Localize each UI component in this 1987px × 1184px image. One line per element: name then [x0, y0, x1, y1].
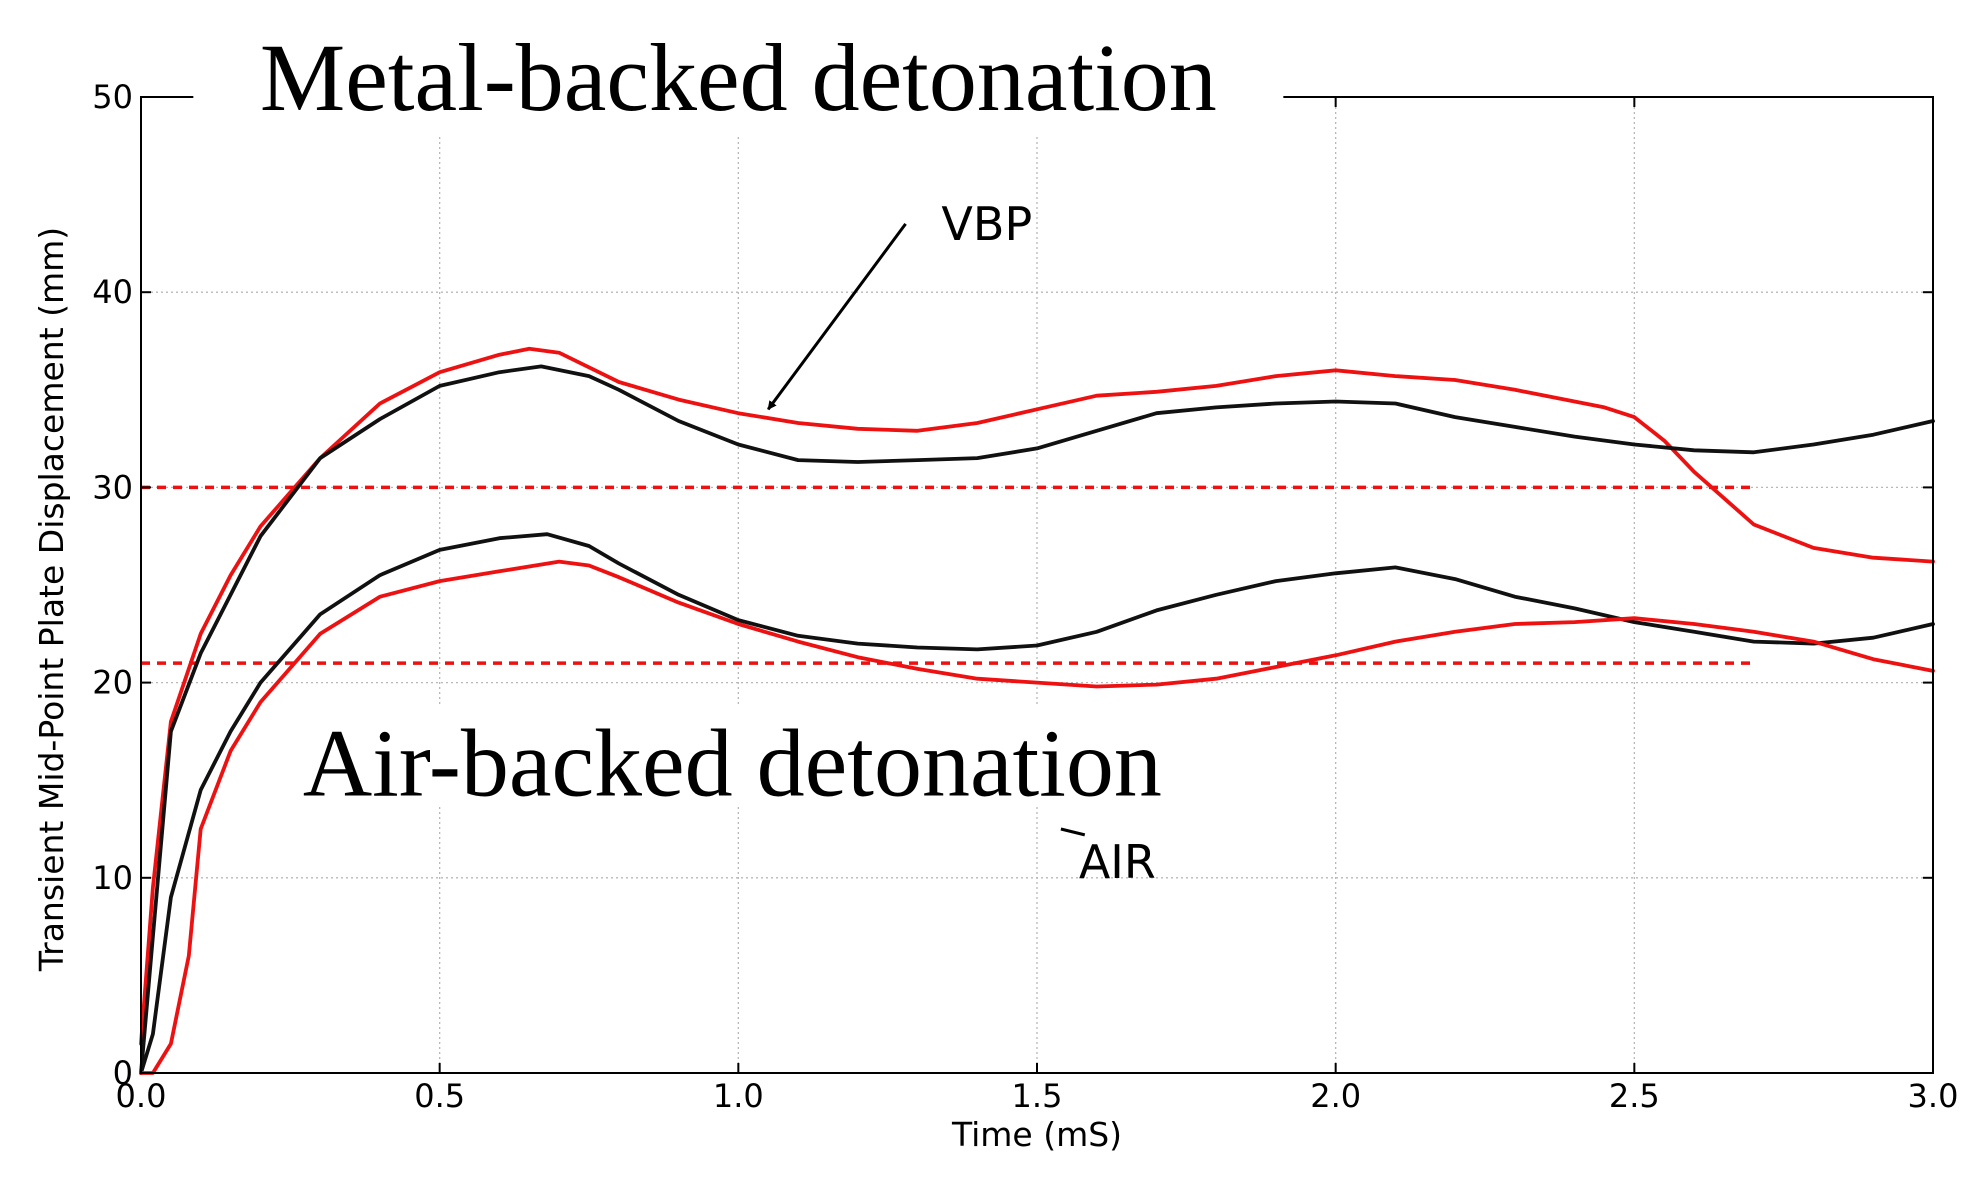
- y-tick-label-1: 10: [92, 859, 133, 897]
- y-tick-label-2: 20: [92, 664, 133, 702]
- y-tick-label-3: 30: [92, 468, 133, 506]
- y-tick-label-4: 40: [92, 273, 133, 311]
- vbp-label: VBP: [941, 197, 1032, 251]
- metal-title-background: [193, 27, 1284, 137]
- metal-backed-title: Metal-backed detonation: [260, 24, 1217, 131]
- y-tick-label-5: 50: [92, 78, 133, 116]
- x-tick-label-3: 1.5: [1012, 1077, 1063, 1115]
- air-pointer-mark: [1060, 827, 1086, 837]
- series-group: [139, 346, 1935, 1075]
- air-label: AIR: [1079, 835, 1156, 889]
- x-tick-label-2: 1.0: [713, 1077, 764, 1115]
- series-line-3: [139, 559, 1935, 1075]
- air-title-background: [262, 705, 1203, 806]
- x-tick-label-4: 2.0: [1310, 1077, 1361, 1115]
- y-tick-label-0: 0: [113, 1054, 133, 1092]
- x-tick-label-0: 0.0: [116, 1077, 167, 1115]
- vbp-arrow-icon: [766, 222, 907, 411]
- reference-lines: [141, 485, 1754, 665]
- series-line-2: [139, 532, 1935, 1075]
- series-line-1: [139, 364, 1935, 1075]
- grid: [140, 96, 1934, 1074]
- x-tick-label-5: 2.5: [1609, 1077, 1660, 1115]
- x-tick-label-1: 0.5: [414, 1077, 465, 1115]
- air-backed-title: Air-backed detonation: [303, 710, 1162, 817]
- axis-ticks: 0.0 0.5 1.0 1.5 2.0 2.5 3.0 0 10 20 30 40 50: [92, 78, 1958, 1115]
- x-axis-label: Time (mS): [951, 1115, 1122, 1154]
- x-tick-label-6: 3.0: [1908, 1077, 1959, 1115]
- y-axis-label: Transient Mid-Point Plate Displacement (…: [32, 227, 71, 972]
